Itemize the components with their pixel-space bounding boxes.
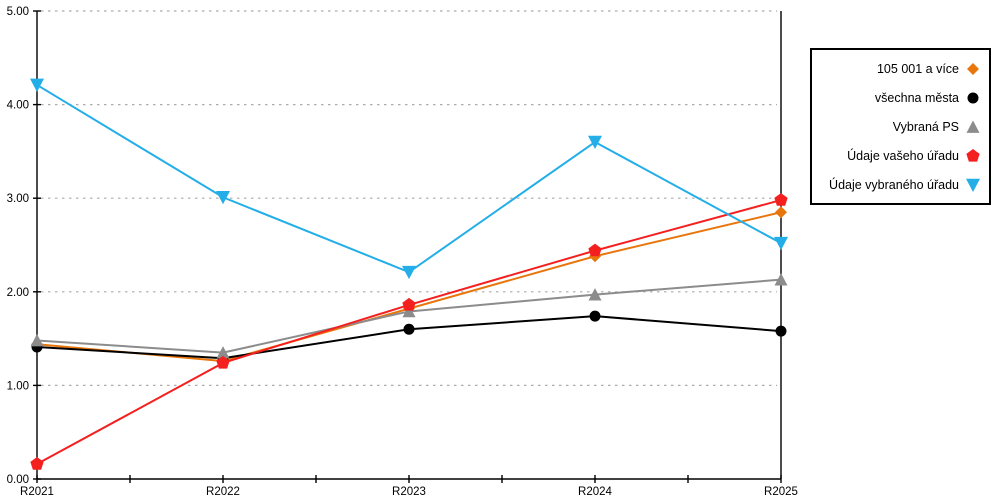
series-line-0	[36, 211, 782, 363]
data-point-marker	[588, 135, 602, 150]
x-axis-tick-label: R2021	[20, 486, 54, 498]
x-axis-tick-label: R2024	[578, 486, 612, 498]
data-point-marker	[402, 297, 416, 311]
diamond-marker-icon	[965, 61, 981, 77]
triangle-up-marker-icon	[965, 119, 981, 135]
legend-item: 105 001 a více	[812, 61, 989, 77]
legend-item: Vybraná PS	[812, 119, 989, 135]
x-axis-tick-label: R2023	[392, 486, 426, 498]
legend-label: Údaje vybraného úřadu	[829, 177, 959, 192]
x-axis-tick-label: R2022	[206, 486, 240, 498]
circle-marker-icon	[965, 90, 981, 106]
y-axis-tick-label: 1.00	[7, 380, 29, 392]
data-point-marker	[402, 265, 416, 280]
legend-label: Údaje vašeho úřadu	[847, 148, 959, 163]
series-line-1	[36, 315, 782, 360]
legend: 105 001 a více všechna města Vybraná PS …	[810, 48, 991, 205]
y-axis-tick-label: 2.00	[7, 287, 29, 299]
data-point-marker	[30, 457, 44, 470]
x-axis-tick-label: R2025	[764, 486, 798, 498]
data-point-marker	[588, 243, 602, 257]
data-point-marker	[774, 273, 788, 286]
data-point-marker	[30, 78, 44, 92]
triangle-down-marker-icon	[965, 177, 981, 193]
pentagon-marker-icon	[965, 148, 981, 164]
data-point-marker	[775, 325, 787, 337]
data-point-marker	[216, 190, 230, 205]
y-axis-tick-label: 0.00	[7, 474, 29, 486]
data-point-marker	[216, 355, 230, 369]
legend-label: všechna města	[874, 90, 959, 105]
y-axis-tick-label: 4.00	[7, 100, 29, 112]
data-point-marker	[774, 236, 788, 251]
data-point-marker	[402, 304, 416, 318]
legend-label: 105 001 a více	[876, 61, 959, 76]
y-axis-tick-label: 5.00	[7, 6, 29, 18]
data-point-marker	[775, 206, 787, 219]
data-point-marker	[403, 323, 415, 335]
legend-label: Vybraná PS	[892, 119, 959, 134]
data-point-marker	[216, 346, 230, 359]
y-axis-tick-label: 3.00	[7, 193, 29, 205]
legend-item: všechna města	[812, 90, 989, 106]
data-point-marker	[588, 288, 602, 301]
series-line-4	[36, 84, 782, 274]
legend-item: Údaje vybraného úřadu	[812, 177, 989, 193]
data-point-marker	[774, 193, 788, 206]
data-point-marker	[30, 333, 44, 347]
legend-item: Údaje vašeho úřadu	[812, 148, 989, 164]
data-point-marker	[589, 310, 601, 322]
